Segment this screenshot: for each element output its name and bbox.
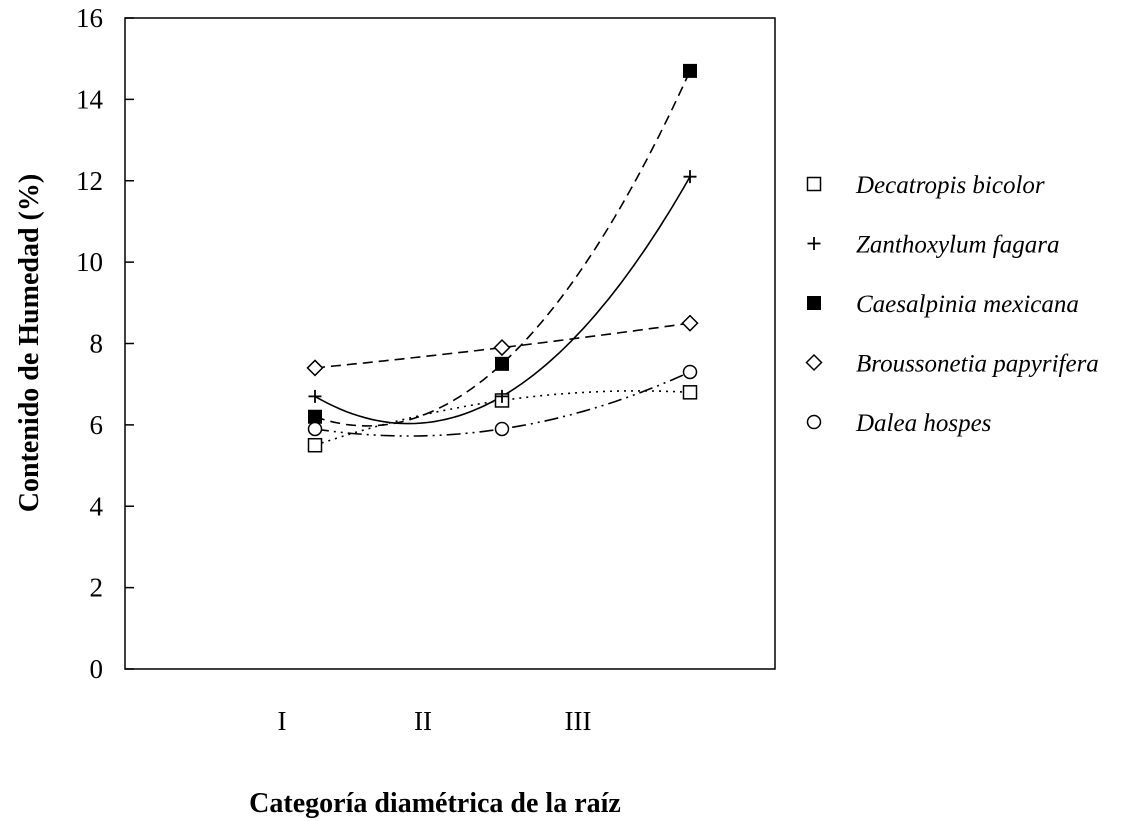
- y-tick-label: 16: [76, 3, 103, 33]
- series-curve: [314, 371, 691, 437]
- x-tick-label: III: [565, 706, 592, 736]
- data-point: [493, 339, 511, 357]
- x-axis-ticks: I II III: [278, 706, 592, 736]
- y-tick-label: 12: [76, 166, 103, 196]
- x-tick-label: II: [414, 706, 432, 736]
- legend-label: Broussonetia papyrifera: [856, 351, 1099, 378]
- y-tick-label: 0: [90, 654, 104, 684]
- y-axis-title: Contenido de Humedad (%): [14, 174, 45, 512]
- data-point: [307, 437, 323, 453]
- data-point: [683, 170, 697, 184]
- legend-label: Decatropis bicolor: [855, 172, 1045, 199]
- legend-label: Caesalpinia mexicana: [856, 291, 1079, 318]
- data-point: [306, 359, 324, 377]
- y-tick-label: 14: [76, 84, 104, 114]
- data-point: [308, 409, 322, 424]
- plot-area: [124, 17, 776, 670]
- series-markers: [306, 63, 699, 453]
- legend-marker: [805, 353, 823, 372]
- legend: Decatropis bicolor Zanthoxylum fagara Caes…: [805, 172, 1099, 437]
- legend-marker: [806, 414, 822, 430]
- data-point: [308, 389, 322, 403]
- y-tick-label: 10: [76, 247, 103, 277]
- y-tick-label: 8: [90, 329, 104, 359]
- x-tick-label: I: [278, 706, 287, 736]
- x-axis-title: Categoría diamétrica de la raíz: [249, 788, 621, 819]
- data-point: [494, 421, 510, 437]
- legend-label: Dalea hospes: [855, 410, 991, 437]
- series-curves: [314, 70, 691, 446]
- data-point: [495, 389, 509, 403]
- data-point: [682, 364, 698, 380]
- y-tick-label: 6: [90, 410, 104, 440]
- series-curve: [314, 70, 691, 427]
- y-tick-label: 4: [90, 491, 104, 521]
- y-axis-ticks: 0 2 4 6 8 10 12 14 16: [76, 3, 134, 684]
- data-point: [682, 385, 698, 400]
- legend-label: Zanthoxylum fagara: [856, 232, 1059, 259]
- y-tick-label: 2: [90, 573, 104, 603]
- legend-marker: [807, 237, 821, 250]
- data-point: [681, 314, 699, 332]
- series-curve: [314, 176, 691, 425]
- legend-marker: [807, 296, 821, 310]
- data-point: [307, 421, 323, 437]
- data-point: [683, 63, 697, 78]
- data-point: [495, 356, 509, 371]
- legend-marker: [806, 176, 822, 192]
